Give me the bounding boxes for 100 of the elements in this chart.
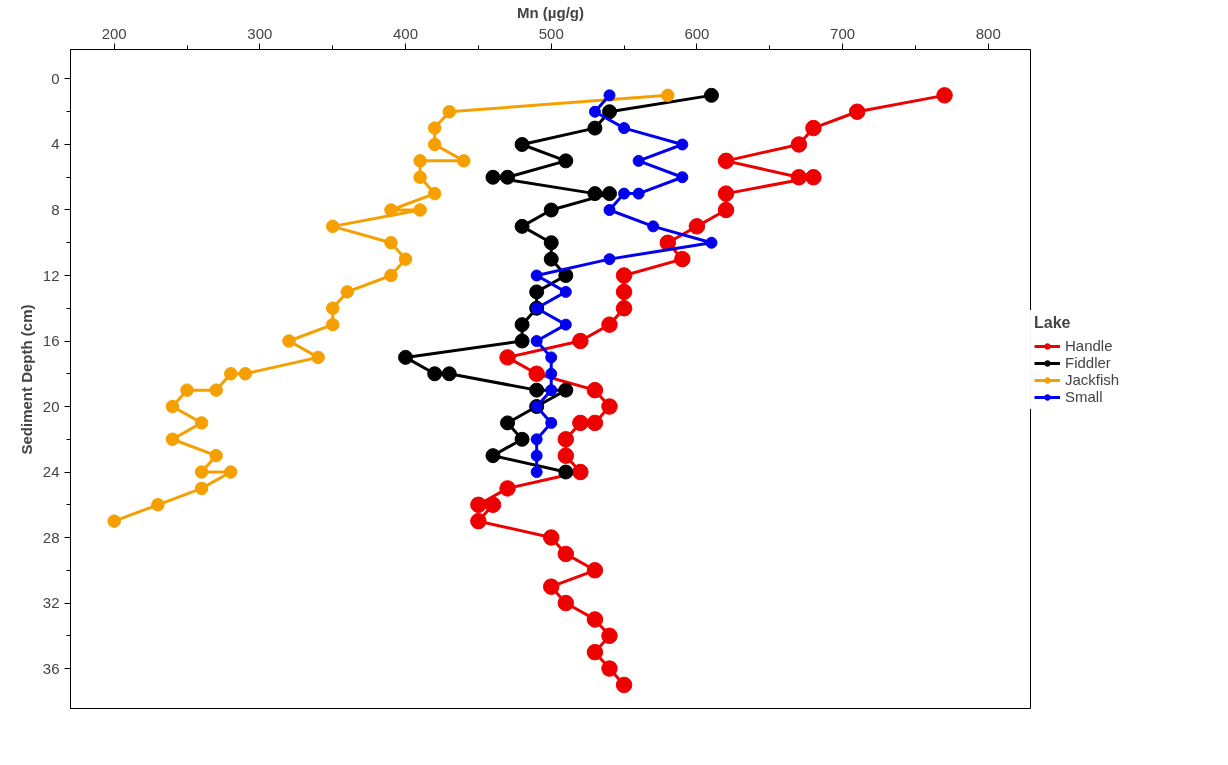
point <box>572 414 589 432</box>
point <box>936 87 953 104</box>
point <box>676 138 689 151</box>
point <box>194 416 209 430</box>
point <box>530 433 543 446</box>
point <box>209 448 223 463</box>
x-axis-title: Mn (µg/g) <box>517 3 584 21</box>
point <box>545 384 558 397</box>
point <box>543 202 559 218</box>
point <box>618 187 631 200</box>
point <box>602 186 617 202</box>
point <box>558 382 574 398</box>
point <box>325 301 340 315</box>
point <box>499 349 516 366</box>
point <box>559 318 572 331</box>
point <box>194 481 209 496</box>
point <box>632 154 645 167</box>
point <box>557 447 575 464</box>
legend-title: Lake <box>1034 314 1072 332</box>
point <box>340 285 355 299</box>
point <box>790 136 808 153</box>
point <box>384 203 398 217</box>
y-tick-label: 12 <box>42 266 60 284</box>
point <box>180 383 194 397</box>
point <box>543 251 559 267</box>
point <box>427 366 443 382</box>
point <box>223 367 238 381</box>
point <box>602 104 617 120</box>
x-tick-label: 700 <box>830 24 856 42</box>
point <box>703 87 719 103</box>
legend-label: Handle <box>1065 337 1113 354</box>
point <box>661 88 675 103</box>
y-tick-label: 0 <box>51 69 60 87</box>
point <box>427 186 442 201</box>
point <box>530 269 543 282</box>
point <box>165 432 180 447</box>
point <box>485 169 501 185</box>
point <box>603 253 616 266</box>
point <box>514 218 530 234</box>
y-tick-label: 28 <box>42 528 60 546</box>
point <box>559 285 572 298</box>
point <box>325 317 340 332</box>
y-tick-label: 24 <box>42 463 60 481</box>
point <box>223 465 238 479</box>
point <box>805 169 822 186</box>
point <box>632 187 645 200</box>
point <box>586 562 604 579</box>
point <box>647 220 660 233</box>
point <box>601 627 618 645</box>
point <box>688 218 706 235</box>
point <box>311 350 325 365</box>
point <box>441 366 457 382</box>
y-tick-label: 32 <box>42 594 60 612</box>
point <box>484 496 502 514</box>
point <box>586 611 604 628</box>
point <box>601 398 618 415</box>
point <box>543 235 559 251</box>
point <box>805 119 822 137</box>
legend-label: Jackfish <box>1065 371 1120 388</box>
point <box>588 105 601 118</box>
point <box>529 382 545 398</box>
point <box>676 171 689 184</box>
point <box>384 268 398 283</box>
point <box>427 137 442 152</box>
point <box>615 283 633 301</box>
point <box>586 414 604 432</box>
point <box>457 154 471 168</box>
point <box>545 367 558 380</box>
point <box>717 152 735 170</box>
point <box>514 431 530 447</box>
point <box>717 185 735 202</box>
point <box>557 545 575 563</box>
point <box>586 381 604 399</box>
point <box>238 367 253 381</box>
point <box>705 236 718 249</box>
point <box>542 578 560 595</box>
point <box>572 332 589 350</box>
point <box>587 186 603 202</box>
point <box>572 463 589 481</box>
point <box>514 317 530 333</box>
point <box>601 316 618 333</box>
point <box>530 449 543 462</box>
legend-label: Small <box>1065 388 1103 405</box>
point <box>413 170 427 184</box>
point <box>499 480 516 497</box>
x-tick-label: 400 <box>393 24 419 42</box>
x-tick-label: 600 <box>684 24 710 42</box>
point <box>165 399 180 414</box>
point <box>542 529 560 546</box>
x-tick-label: 200 <box>101 24 127 42</box>
y-tick-label: 36 <box>42 659 60 677</box>
point <box>615 300 633 317</box>
point <box>530 335 543 347</box>
point <box>325 219 340 234</box>
point <box>530 466 543 479</box>
point <box>427 121 442 135</box>
point <box>615 267 633 284</box>
point <box>528 365 545 382</box>
y-axis-title: Sediment Depth (cm) <box>17 304 35 455</box>
point <box>615 676 633 694</box>
